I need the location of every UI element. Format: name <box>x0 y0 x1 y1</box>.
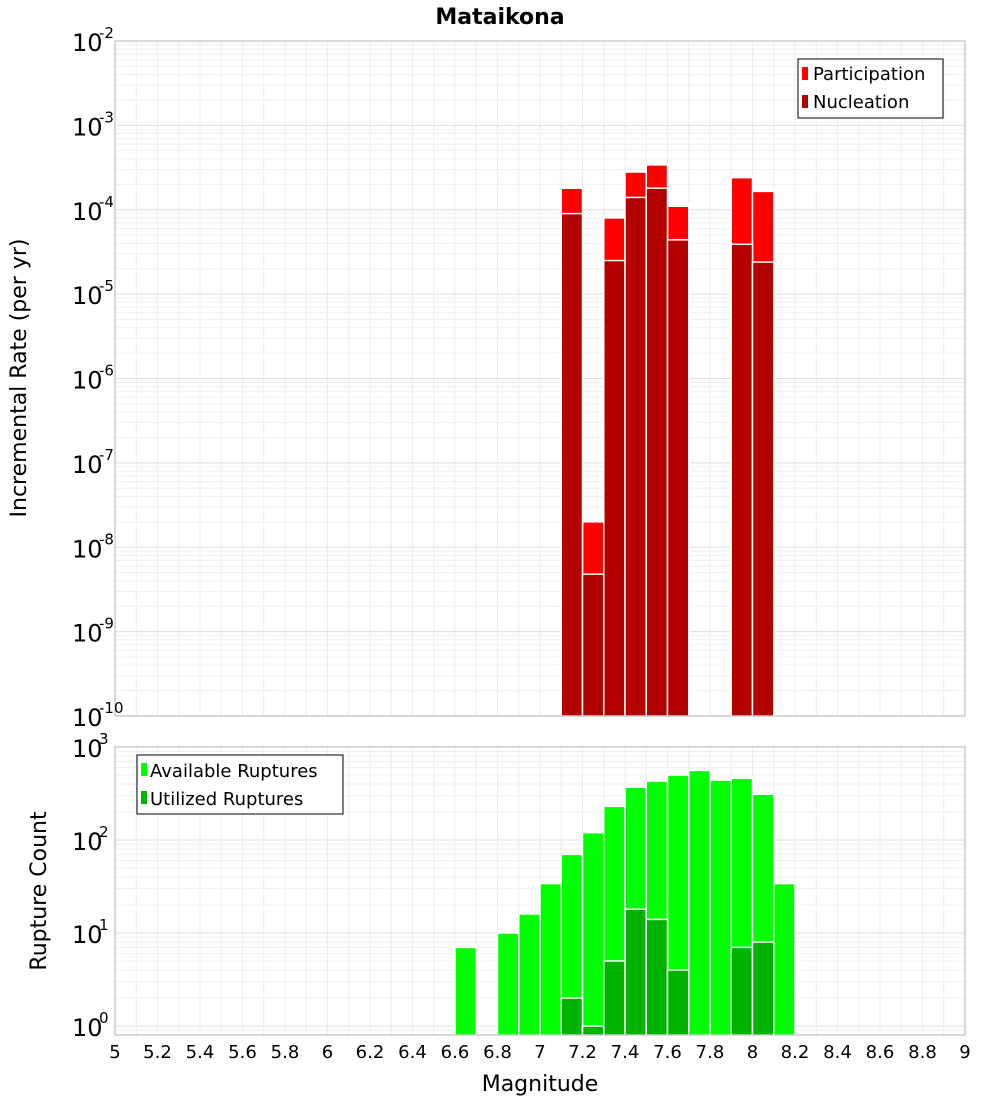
y-tick-label: 10 <box>72 704 103 732</box>
legend-swatch-utilized <box>141 791 147 804</box>
x-axis-label: Magnitude <box>482 1072 599 1097</box>
x-tick-label: 5 <box>109 1042 120 1063</box>
bar-utilized-ruptures <box>581 1025 605 1036</box>
x-tick-label: 6.4 <box>398 1042 427 1063</box>
y-tick-exponent: -6 <box>99 362 114 380</box>
bar-nucleation <box>560 212 584 717</box>
x-tick-label: 8.2 <box>781 1042 810 1063</box>
y-tick-label: 10 <box>72 735 103 763</box>
legend-label-utilized: Utilized Ruptures <box>150 789 303 810</box>
bottom-bars <box>454 769 796 1036</box>
chart-title: Mataikona <box>435 5 564 30</box>
x-tick-label: 6 <box>322 1042 333 1063</box>
legend-swatch-nucleation <box>802 95 808 108</box>
y-tick-label: 10 <box>72 282 103 310</box>
y-tick-exponent: 0 <box>99 1009 109 1027</box>
x-tick-label: 5.8 <box>271 1042 300 1063</box>
bar-available-ruptures <box>688 769 711 1036</box>
legend-swatch-participation <box>802 67 808 80</box>
bar-nucleation <box>666 239 690 717</box>
legend-label-available: Available Ruptures <box>150 761 318 782</box>
x-tick-labels: 5 5.2 5.4 5.6 5.8 6 6.2 6.4 6.6 6.8 7 7.2 7.4 7.6 7.8 8… <box>109 1042 970 1063</box>
bar-available-ruptures <box>539 882 562 1036</box>
bar-utilized-ruptures <box>666 969 690 1036</box>
x-tick-label: 8.4 <box>823 1042 852 1063</box>
y-tick-label: 10 <box>72 828 103 856</box>
x-tick-label: 6.6 <box>441 1042 470 1063</box>
bar-utilized-ruptures <box>624 908 647 1036</box>
x-tick-label: 6.2 <box>356 1042 385 1063</box>
y-tick-label: 10 <box>72 1014 103 1042</box>
x-tick-label: 5.2 <box>143 1042 172 1063</box>
x-tick-label: 7.2 <box>568 1042 597 1063</box>
legend-swatch-available <box>141 763 147 776</box>
bottom-y-axis-label: Rupture Count <box>27 811 52 971</box>
y-tick-label: 10 <box>72 29 103 57</box>
y-tick-exponent: -7 <box>99 446 114 464</box>
x-tick-label: 8 <box>747 1042 758 1063</box>
y-tick-exponent: -4 <box>99 193 114 211</box>
bar-available-ruptures <box>773 882 796 1036</box>
x-tick-label: 7.8 <box>696 1042 725 1063</box>
y-tick-exponent: -8 <box>99 530 114 548</box>
bar-utilized-ruptures <box>645 918 669 1036</box>
x-tick-label: 5.4 <box>186 1042 215 1063</box>
y-tick-exponent: -9 <box>99 615 114 633</box>
y-tick-label: 10 <box>72 367 103 395</box>
x-tick-label: 6.8 <box>483 1042 512 1063</box>
y-tick-label: 10 <box>72 620 103 648</box>
y-tick-exponent: 3 <box>99 730 109 748</box>
bar-available-ruptures <box>454 946 477 1036</box>
bar-available-ruptures <box>518 913 541 1036</box>
bar-nucleation <box>581 573 605 717</box>
bar-available-ruptures <box>581 831 605 1036</box>
legend-label-nucleation: Nucleation <box>813 92 909 113</box>
top-bars <box>560 164 775 717</box>
bar-available-ruptures <box>709 779 732 1036</box>
bar-nucleation <box>730 243 754 717</box>
bar-utilized-ruptures <box>560 997 584 1036</box>
bar-available-ruptures <box>496 932 520 1036</box>
bar-nucleation <box>645 187 669 717</box>
bar-utilized-ruptures <box>730 946 754 1036</box>
y-tick-exponent: 1 <box>99 916 109 934</box>
y-tick-label: 10 <box>72 113 103 141</box>
y-tick-label: 10 <box>72 451 103 479</box>
y-tick-exponent: -5 <box>99 277 114 295</box>
x-tick-label: 9 <box>959 1042 970 1063</box>
bar-nucleation <box>751 261 775 717</box>
y-tick-exponent: -2 <box>99 24 114 42</box>
bar-utilized-ruptures <box>751 941 775 1036</box>
x-tick-label: 5.6 <box>228 1042 257 1063</box>
y-tick-label: 10 <box>72 921 103 949</box>
y-tick-label: 10 <box>72 535 103 563</box>
legend-label-participation: Participation <box>813 64 925 85</box>
x-tick-label: 8.8 <box>908 1042 937 1063</box>
x-tick-label: 7.4 <box>611 1042 640 1063</box>
bottom-legend: Available Ruptures Utilized Ruptures <box>136 754 344 815</box>
x-tick-label: 7 <box>534 1042 545 1063</box>
y-tick-exponent: 2 <box>99 823 109 841</box>
x-tick-label: 7.6 <box>653 1042 682 1063</box>
bar-nucleation <box>624 196 647 717</box>
top-grid <box>114 41 966 717</box>
y-tick-label: 10 <box>72 198 103 226</box>
bar-utilized-ruptures <box>603 960 626 1036</box>
bar-nucleation <box>603 259 626 717</box>
top-legend: Participation Nucleation <box>797 58 944 119</box>
x-tick-label: 8.6 <box>866 1042 895 1063</box>
y-tick-exponent: -3 <box>99 108 114 126</box>
y-tick-exponent: -10 <box>99 699 124 717</box>
top-y-axis-label: Incremental Rate (per yr) <box>7 239 32 518</box>
